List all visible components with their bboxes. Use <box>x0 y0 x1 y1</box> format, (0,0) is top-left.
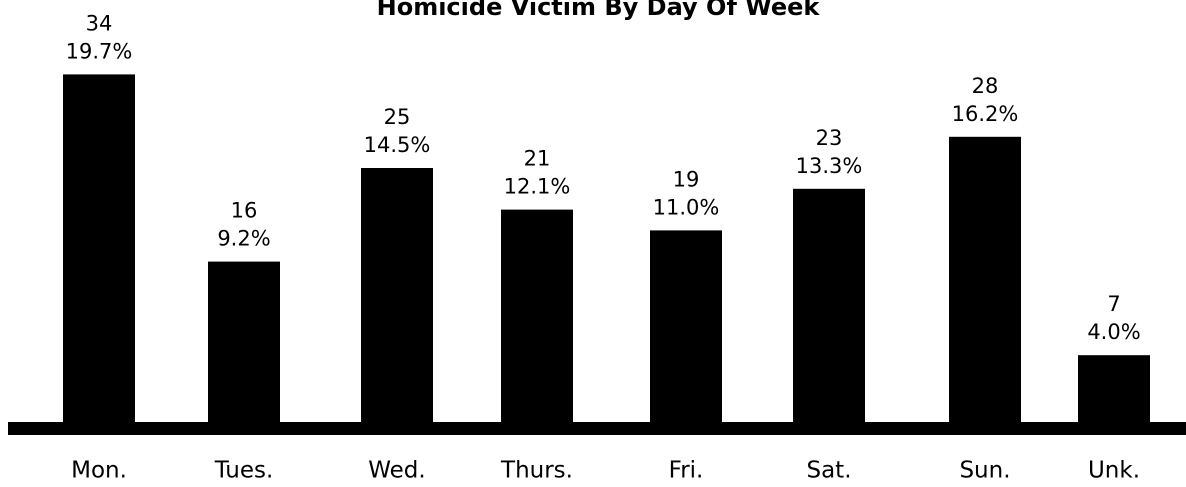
baseline <box>8 422 1186 435</box>
bar <box>949 136 1021 429</box>
x-tick-label: Fri. <box>669 458 704 484</box>
value-label: 23 <box>816 126 843 150</box>
value-label: 34 <box>86 11 113 35</box>
x-tick-label: Thurs. <box>500 458 573 484</box>
x-tick-label: Unk. <box>1088 458 1140 484</box>
percent-label: 14.5% <box>364 133 431 157</box>
x-tick-label: Mon. <box>71 458 127 484</box>
x-tick-label: Sun. <box>959 458 1010 484</box>
value-label: 7 <box>1107 292 1120 316</box>
percent-label: 9.2% <box>217 227 270 251</box>
percent-label: 19.7% <box>66 39 133 63</box>
percent-label: 11.0% <box>653 195 720 219</box>
value-label: 16 <box>231 199 258 223</box>
bar <box>208 261 280 428</box>
chart-title: Homicide Victim By Day Of Week <box>377 0 821 21</box>
x-tick-label: Sat. <box>806 458 851 484</box>
percent-label: 13.3% <box>796 154 863 178</box>
bar <box>361 168 433 428</box>
bar <box>501 209 573 428</box>
bar <box>650 230 722 428</box>
value-label: 21 <box>524 147 551 171</box>
bar <box>63 74 135 429</box>
bar <box>1078 355 1150 428</box>
percent-label: 16.2% <box>952 102 1019 126</box>
value-label: 25 <box>384 105 411 129</box>
bar <box>793 188 865 428</box>
value-label: 28 <box>972 74 999 98</box>
x-tick-label: Tues. <box>214 458 274 484</box>
percent-label: 4.0% <box>1087 320 1140 344</box>
x-tick-label: Wed. <box>368 458 425 484</box>
value-label: 19 <box>673 167 700 191</box>
percent-label: 12.1% <box>504 175 571 199</box>
